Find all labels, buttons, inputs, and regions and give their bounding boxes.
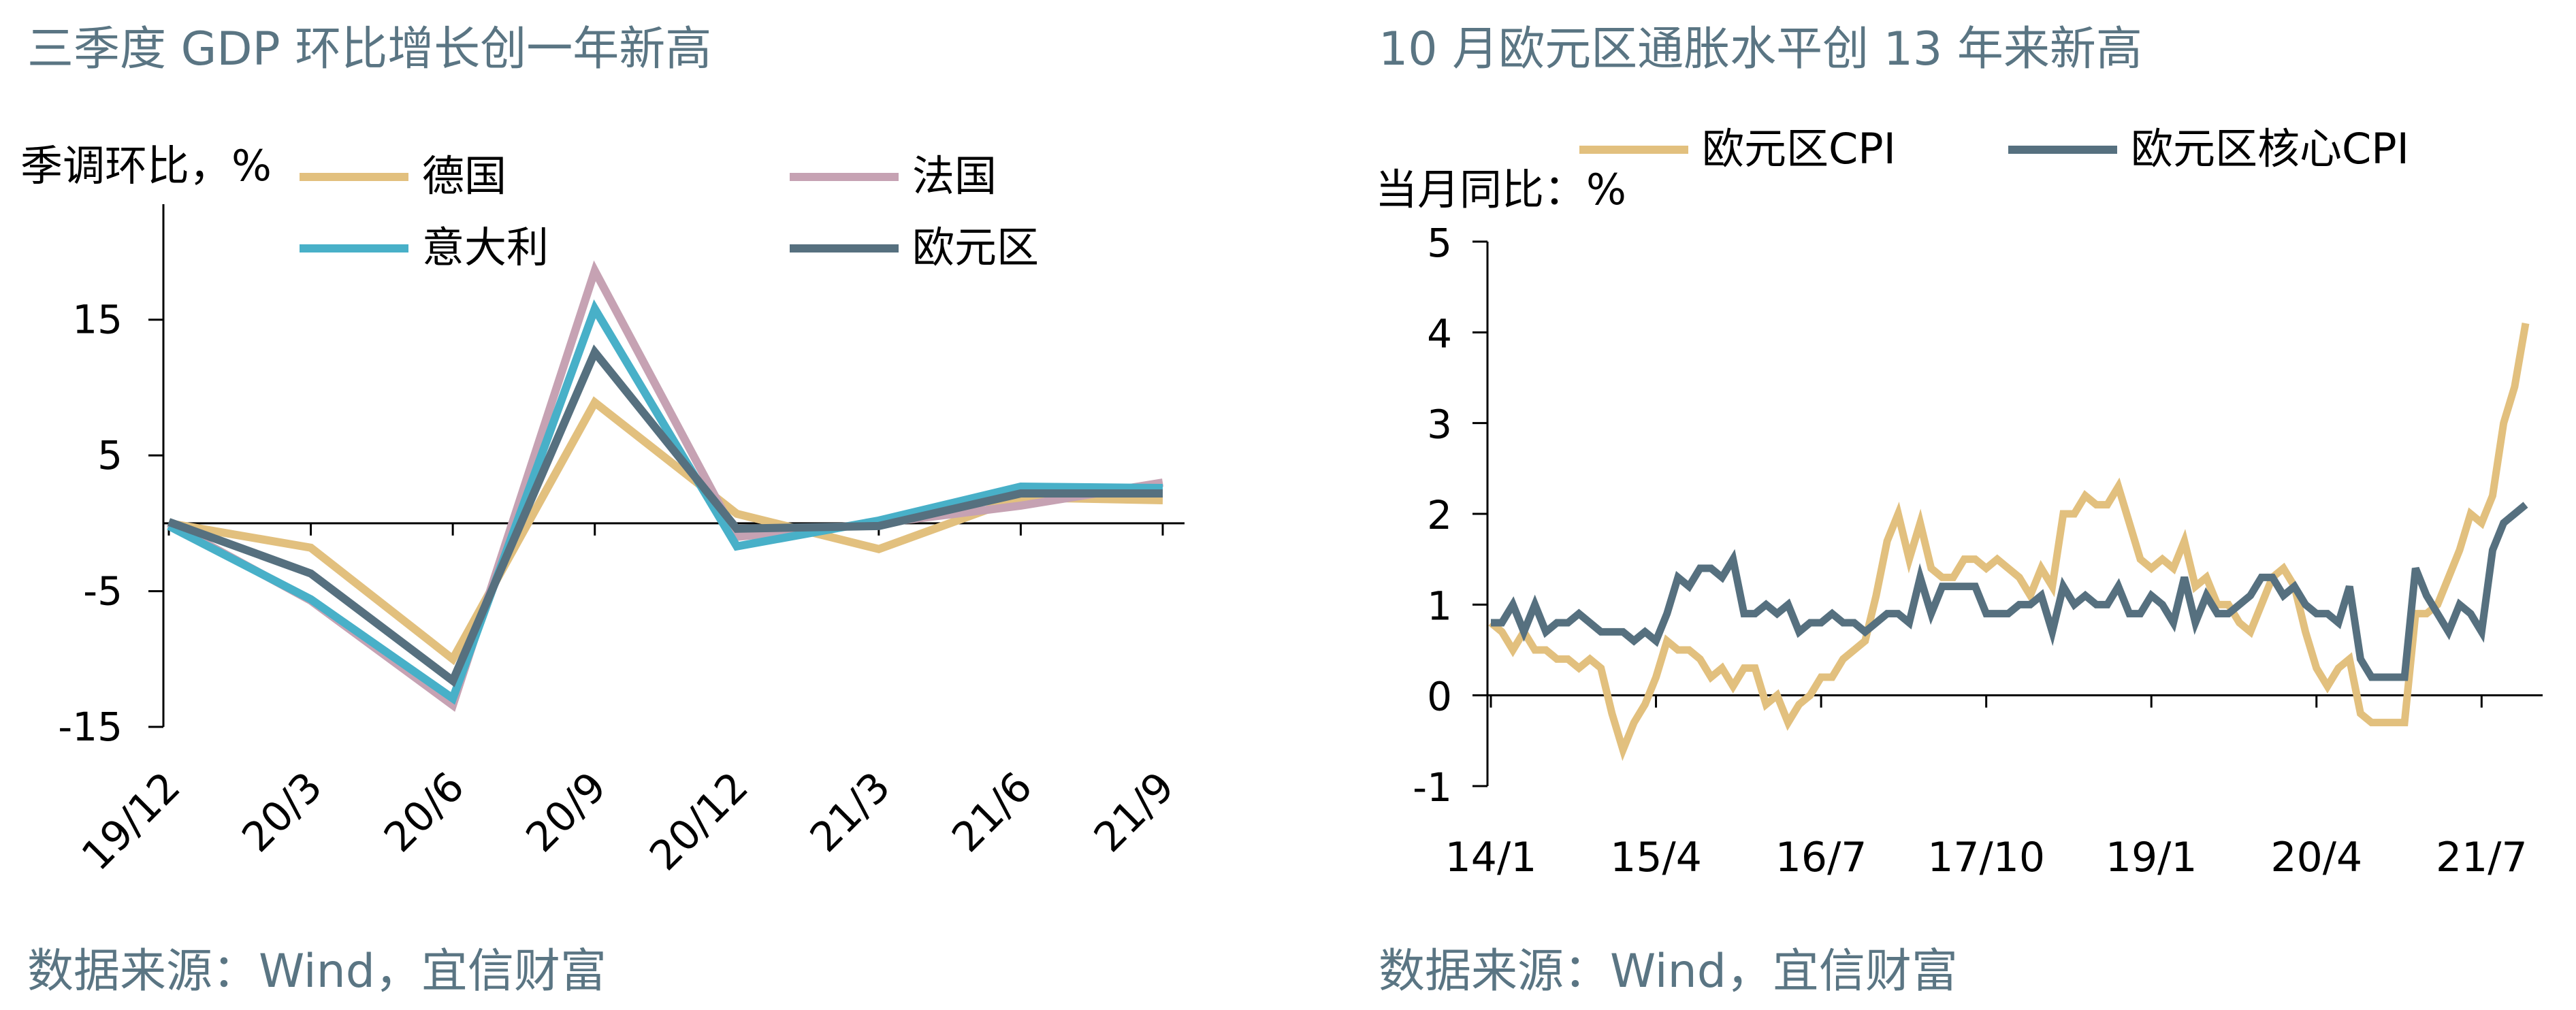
chart1-x-tick-label: 21/6 [943,763,1042,862]
chart1-x-tick-label: 20/6 [375,763,474,862]
chart1-y-tick-label: -15 [58,704,123,750]
chart2-y-tick-label: 0 [1427,674,1452,720]
chart1-x-tick-label: 20/3 [233,763,332,862]
chart2-x-tick-label: 21/7 [2436,834,2528,881]
chart2-y-tick-label: 4 [1427,310,1452,357]
chart2-source: 数据来源：Wind，宜信财富 [1379,945,1958,998]
chart1-legend-label: 法国 [912,151,997,201]
chart2-legend-label: 欧元区核心CPI [2131,124,2409,174]
chart1-title: 三季度 GDP 环比增长创一年新高 [27,22,711,76]
chart2-series-line-1 [1491,502,2528,681]
chart1-unit-label: 季调环比，% [20,141,272,191]
chart2-x-tick-label: 16/7 [1775,834,1867,881]
chart2-y-tick-label: -1 [1413,764,1452,811]
chart2-y-tick-label: 2 [1427,492,1452,538]
chart2-y-tick-label: 3 [1427,402,1452,448]
chart2-title: 10 月欧元区通胀水平创 13 年来新高 [1379,22,2142,76]
chart2-plot: 5 4 3 2 1 0 -1 14/1 15/4 16/7 17/10 19/1 20/4 21/7 欧元区… [1413,124,2543,881]
chart1-plot: 15 5 -5 -15 19/12 20/3 20/6 20/9 20/12 21/3 21/6 21… [58,151,1185,880]
chart1-x-tick-label: 21/9 [1085,763,1184,862]
chart2-x-tick-label: 19/1 [2106,834,2197,881]
chart1-legend-label: 欧元区 [912,223,1039,272]
chart2-x-tick-label: 20/4 [2270,834,2362,881]
chart2-unit-label: 当月同比：% [1375,165,1626,214]
chart1-source: 数据来源：Wind，宜信财富 [27,945,607,998]
chart1-y-tick-label: -5 [83,568,123,615]
chart1-x-tick-label: 20/9 [517,763,616,862]
chart1-y-tick-label: 5 [97,432,123,478]
chart1-series-line-3 [167,344,1163,687]
chart1-x-tick-label: 20/12 [641,763,758,880]
chart2-legend-label: 欧元区CPI [1702,124,1896,174]
chart1-x-tick-label: 19/12 [73,763,190,880]
chart2-x-tick-label: 14/1 [1445,834,1537,881]
chart1-legend-label: 意大利 [422,223,549,272]
chart1-legend-label: 德国 [422,151,506,201]
chart1-y-tick-label: 15 [72,297,123,343]
chart1-series-line-2 [167,299,1163,705]
chart2-x-tick-label: 15/4 [1610,834,1702,881]
chart2-x-tick-label: 17/10 [1927,834,2045,881]
chart2-series-line-0 [1488,323,2530,762]
chart2-y-tick-label: 5 [1427,220,1452,266]
chart2-y-tick-label: 1 [1427,583,1452,629]
chart1-x-tick-label: 21/3 [801,763,900,862]
